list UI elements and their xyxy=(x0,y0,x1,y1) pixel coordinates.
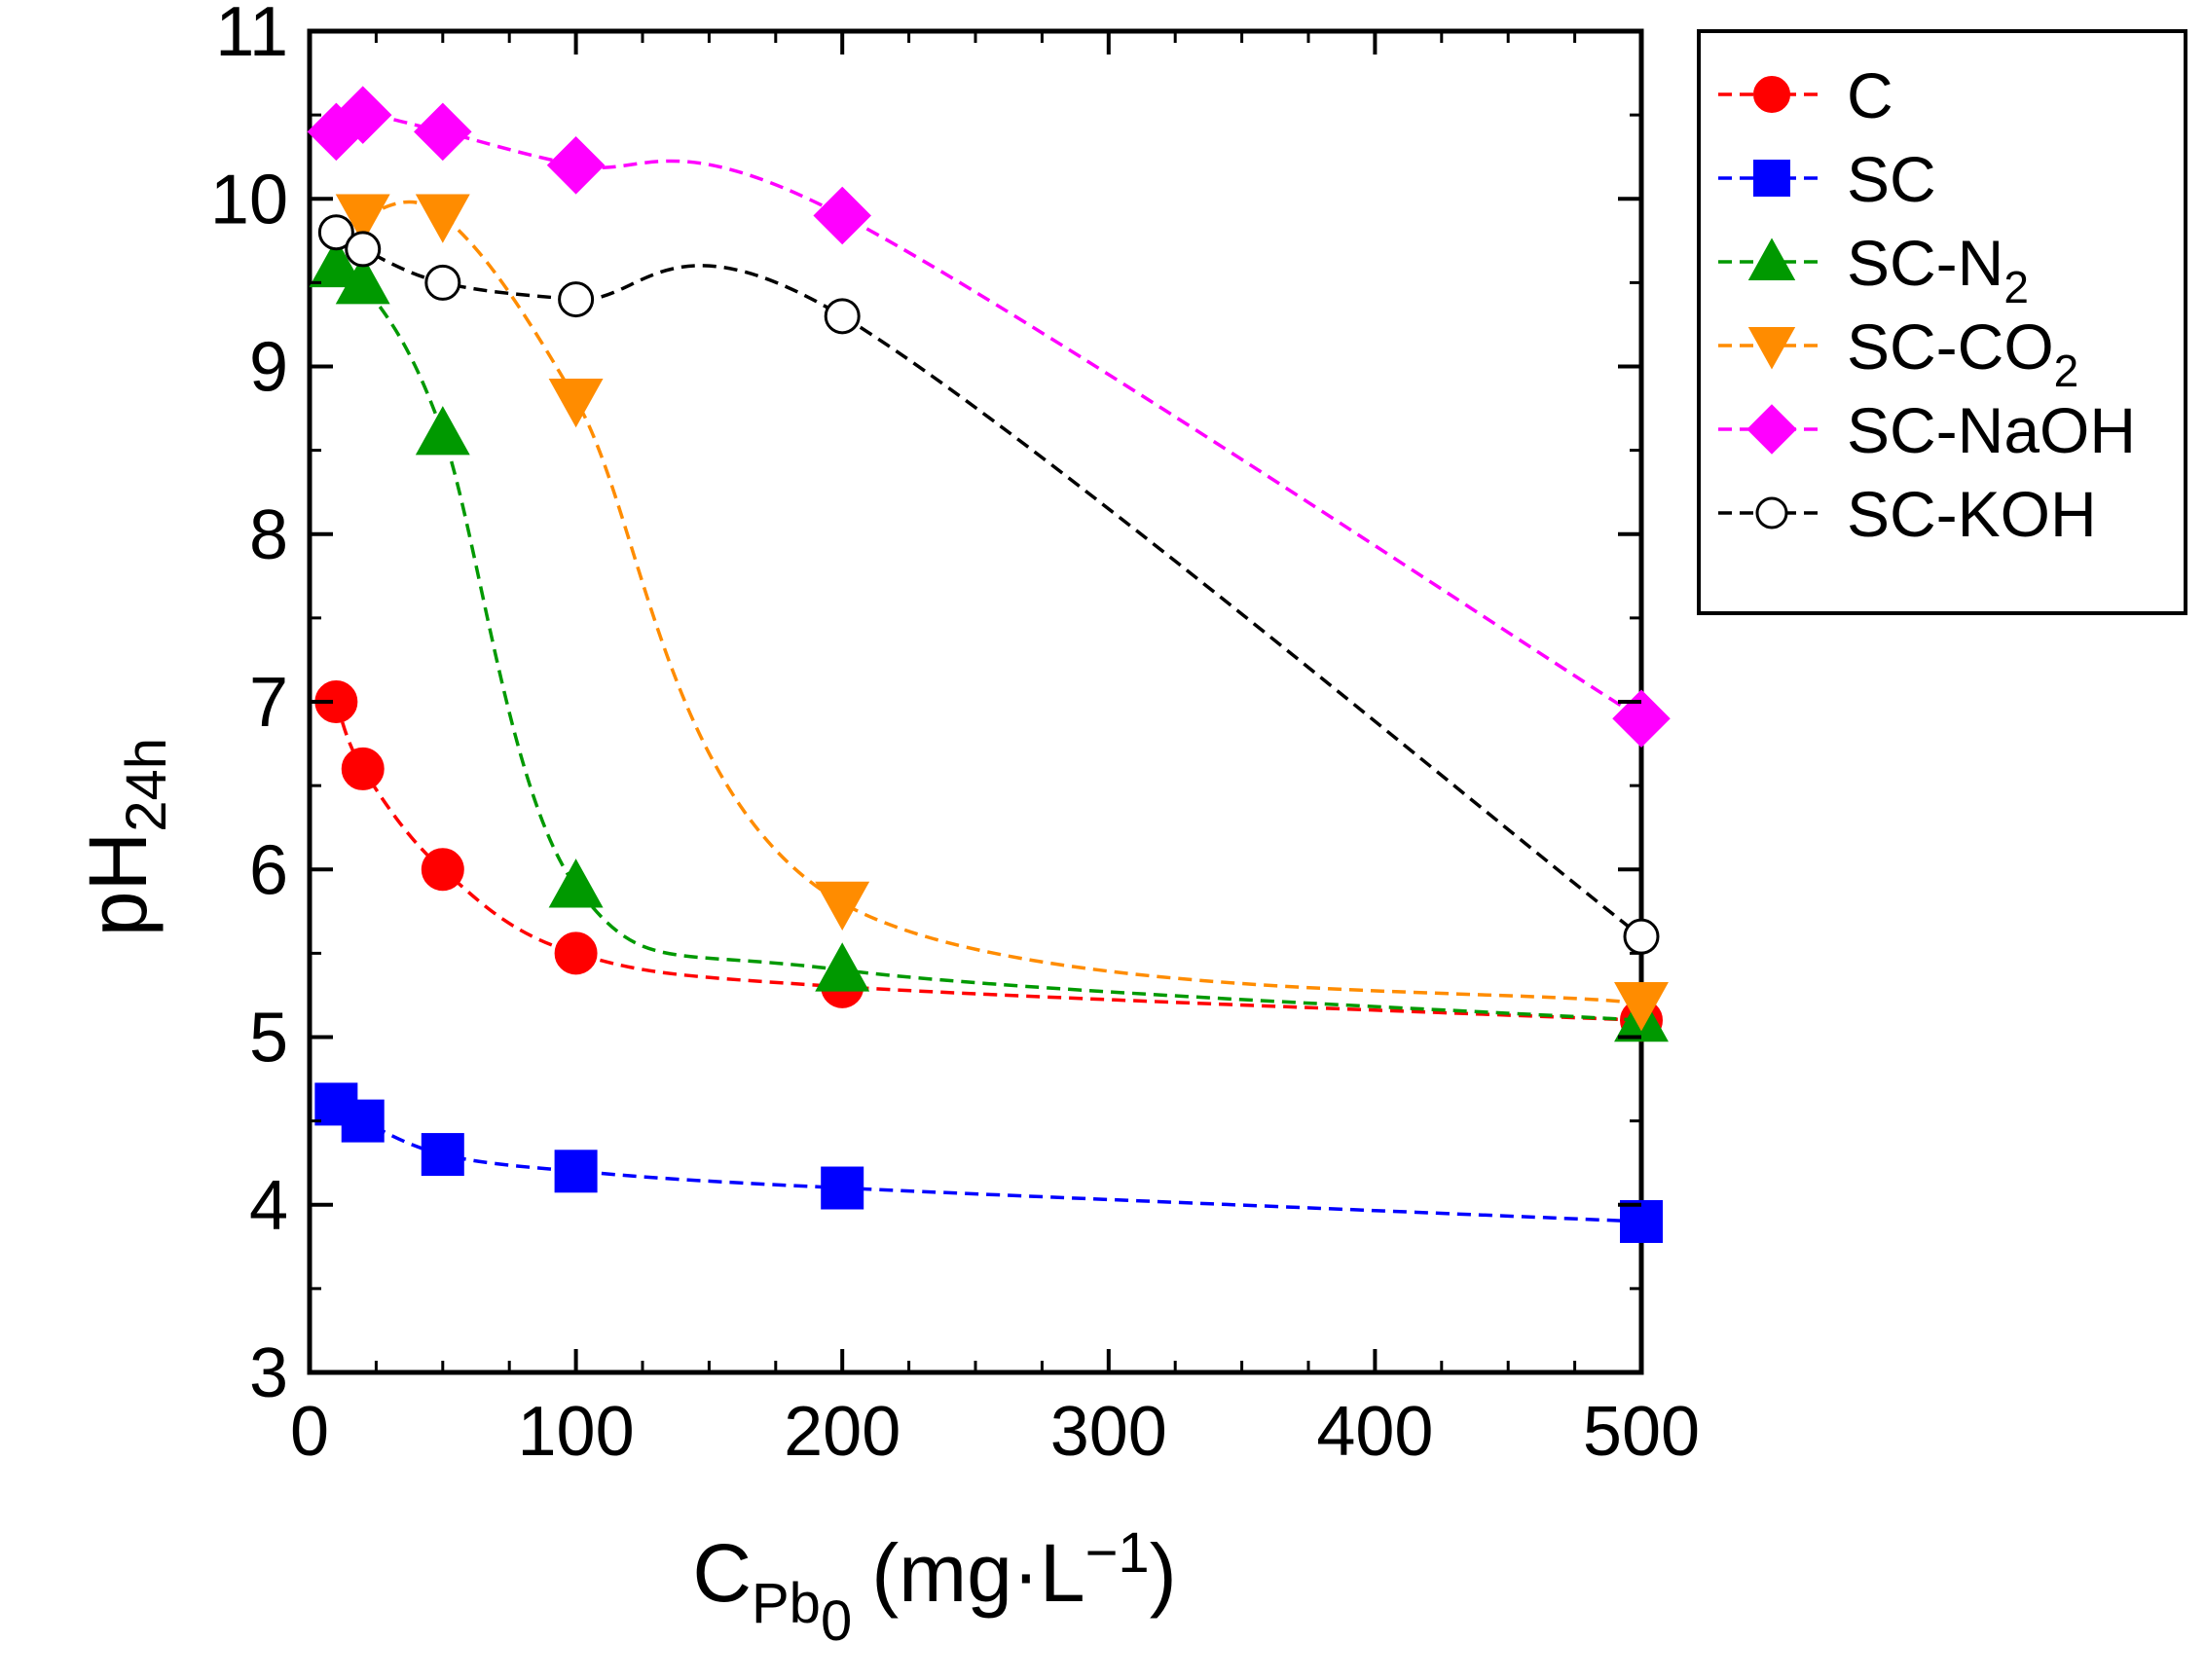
y-tick-label: 7 xyxy=(249,664,288,742)
y-tick-label: 8 xyxy=(249,496,288,574)
series-line-sc-naoh xyxy=(335,113,1642,720)
x-tick-label: 0 xyxy=(290,1393,329,1471)
y-tick-label: 5 xyxy=(249,1000,288,1077)
series-line-sc-co2 xyxy=(362,200,1642,1005)
data-point-sc-koh xyxy=(317,214,354,251)
y-tick-label: 10 xyxy=(210,161,288,238)
series-sc-co2 xyxy=(335,194,1669,1032)
data-point-sc-naoh xyxy=(1612,689,1671,748)
plot-area xyxy=(307,28,1644,1375)
y-tick-label: 3 xyxy=(249,1334,288,1412)
legend-label-main: SC-KOH xyxy=(1847,478,2097,550)
data-point-sc-koh xyxy=(558,281,595,318)
x-axis-title-main: C xyxy=(692,1527,752,1619)
data-point-sc-co2 xyxy=(548,378,604,428)
series-sc xyxy=(314,1082,1663,1243)
data-point-sc-koh xyxy=(1623,918,1660,955)
legend-label-sub: 2 xyxy=(2003,262,2029,312)
data-point-sc-co2 xyxy=(1614,982,1669,1032)
data-point-sc xyxy=(821,1166,864,1210)
x-tick-label: 100 xyxy=(518,1393,635,1471)
x-tick-label: 500 xyxy=(1583,1393,1700,1471)
data-point-sc xyxy=(554,1150,598,1193)
x-tick-label: 400 xyxy=(1316,1393,1433,1471)
legend-label-c: C xyxy=(1847,59,1893,131)
data-point-sc-koh xyxy=(345,231,382,268)
data-point-c xyxy=(421,848,464,892)
legend-marker-sc-koh xyxy=(1755,496,1788,530)
legend-marker-sc-n2 xyxy=(1747,237,1796,280)
series-line-sc-koh xyxy=(335,231,1643,938)
ticks-group: 3 4 5 6 7 8 9 10 11 0 100 200 300 400 500 xyxy=(210,0,1700,1471)
legend-label-sc: SC xyxy=(1847,143,1936,215)
data-point-c xyxy=(341,747,385,790)
data-point-sc-n2 xyxy=(335,255,390,305)
legend-item-sc-co2: SC-CO2 xyxy=(1718,310,2078,396)
data-point-sc-co2 xyxy=(415,194,470,243)
x-axis-title: CPb0 (mg·L−1) xyxy=(692,1521,1176,1653)
legend-label-main: SC-CO xyxy=(1847,310,2054,383)
x-tick-label: 300 xyxy=(1050,1393,1167,1471)
data-point-sc-naoh xyxy=(813,186,871,245)
data-point-sc-n2 xyxy=(415,406,470,456)
legend-label-main: SC-NaOH xyxy=(1847,394,2136,466)
series-line-sc-n2 xyxy=(335,263,1642,1023)
legend-label-sc-co2: SC-CO2 xyxy=(1847,310,2078,396)
y-axis-title: pH24h xyxy=(72,738,178,936)
x-axis-title-unit: (mg·L xyxy=(871,1527,1084,1619)
x-axis-title-subsub: 0 xyxy=(821,1589,852,1653)
legend-item-sc: SC xyxy=(1718,143,1936,215)
data-point-sc-n2 xyxy=(309,237,364,288)
plot-frame xyxy=(307,28,1644,1375)
y-tick-label: 11 xyxy=(215,0,288,71)
y-axis-title-main: pH xyxy=(72,832,164,936)
legend-label-main: SC-N xyxy=(1847,227,2003,299)
series-sc-n2 xyxy=(309,237,1669,1042)
series-sc-naoh xyxy=(307,86,1671,748)
data-point-sc xyxy=(341,1099,385,1143)
legend-item-c: C xyxy=(1718,59,1893,131)
legend-marker-sc-co2 xyxy=(1747,327,1796,370)
legend-label-sc-n2: SC-N2 xyxy=(1847,227,2029,312)
data-point-sc-koh xyxy=(824,298,861,335)
y-axis-title-sub: 24h xyxy=(115,738,178,832)
data-point-sc-co2 xyxy=(815,881,870,931)
series-line-c xyxy=(334,701,1642,1023)
x-axis-title-sup: −1 xyxy=(1085,1521,1150,1585)
y-tick-label: 6 xyxy=(249,831,288,909)
legend-marker-c xyxy=(1753,76,1790,113)
data-point-sc-naoh xyxy=(546,136,606,195)
legend-marker-sc-naoh xyxy=(1746,404,1797,455)
data-point-sc xyxy=(1620,1199,1663,1243)
data-point-sc-naoh xyxy=(414,102,472,162)
series-line-sc xyxy=(335,1102,1642,1223)
legend-label-sc-koh: SC-KOH xyxy=(1847,478,2097,550)
legend-label-sc-naoh: SC-NaOH xyxy=(1847,394,2136,466)
legend-item-sc-koh: SC-KOH xyxy=(1718,478,2097,550)
data-point-sc-koh xyxy=(424,264,461,301)
data-point-sc-naoh xyxy=(333,86,392,144)
series-group xyxy=(307,86,1671,1243)
data-point-sc-n2 xyxy=(548,858,604,908)
x-axis-title-sub: Pb xyxy=(752,1572,821,1635)
data-point-sc-co2 xyxy=(335,194,390,243)
data-point-sc-n2 xyxy=(815,942,870,992)
legend-item-sc-n2: SC-N2 xyxy=(1718,227,2029,312)
legend-item-sc-naoh: SC-NaOH xyxy=(1718,394,2136,466)
series-sc-koh xyxy=(317,214,1660,955)
legend-label-main: SC xyxy=(1847,143,1936,215)
series-c xyxy=(314,680,1663,1042)
x-axis-title-close: ) xyxy=(1150,1527,1177,1619)
y-tick-label: 4 xyxy=(249,1167,288,1245)
legend-label-sub: 2 xyxy=(2054,346,2079,396)
data-point-sc xyxy=(421,1133,464,1177)
y-tick-label: 9 xyxy=(249,329,288,407)
legend-marker-sc xyxy=(1753,160,1790,197)
legend-label-main: C xyxy=(1847,59,1893,131)
x-tick-label: 200 xyxy=(784,1393,900,1471)
data-point-c xyxy=(554,931,598,975)
